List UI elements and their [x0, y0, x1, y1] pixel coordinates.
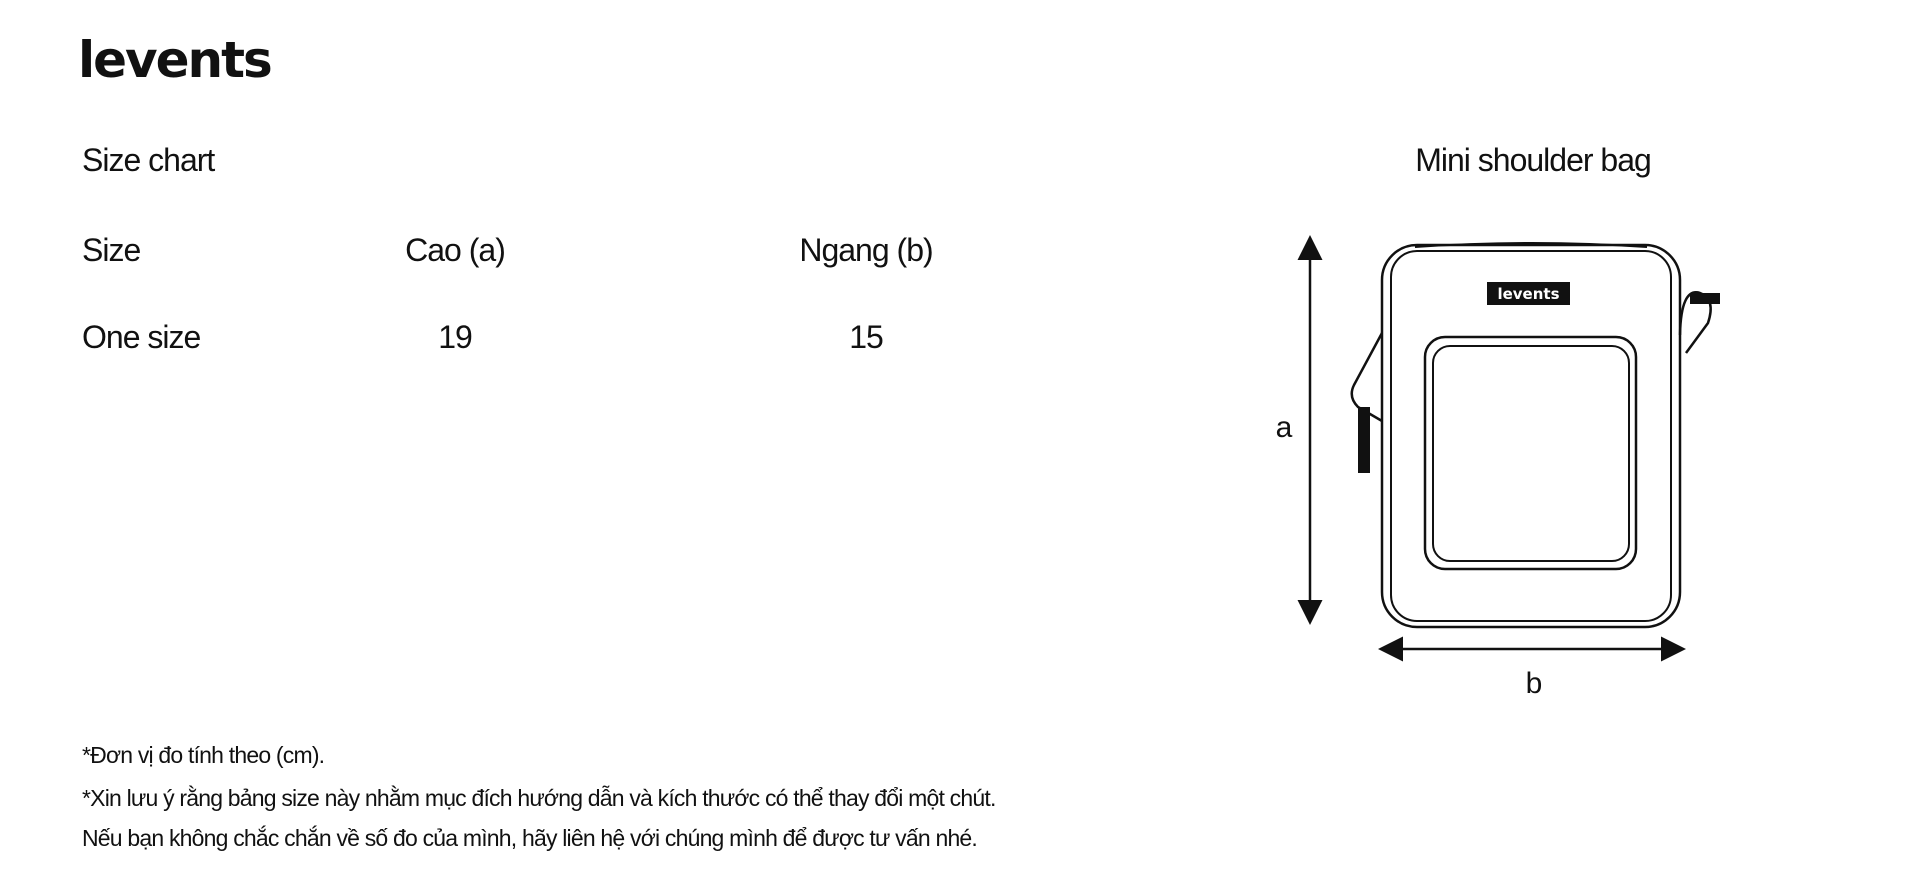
bag-label-text: levents [1497, 285, 1559, 303]
front-pocket-inner [1432, 345, 1630, 562]
height-dimension-label: a [1276, 411, 1293, 444]
size-table: Size Cao (a) Ngang (b) One size 19 15 [0, 230, 1000, 370]
size-chart-title: Size chart [82, 142, 215, 178]
note-unit: *Đơn vị đo tính theo (cm). [82, 742, 325, 768]
note-contact: Nếu bạn không chắc chắn về số đo của mìn… [82, 825, 978, 851]
right-strap-tab [1690, 293, 1720, 304]
bag-label [1487, 282, 1570, 305]
bag-outer-body [1380, 243, 1682, 629]
notes: *Đơn vị đo tính theo (cm). *Xin lưu ý rằ… [82, 735, 996, 859]
bag-inner-body [1390, 250, 1672, 622]
left-strap-tab [1358, 407, 1370, 473]
note-disclaimer: *Xin lưu ý rằng bảng size này nhằm mục đ… [82, 785, 996, 811]
header-width: Ngang (b) [799, 232, 933, 268]
front-pocket-outer [1423, 335, 1638, 571]
bag-diagram: a b levents [1276, 235, 1720, 700]
width-dimension-label: b [1526, 667, 1543, 700]
cell-width-value: 15 [849, 319, 884, 355]
left-strap [1350, 332, 1384, 423]
brand-logo: levents [78, 31, 273, 89]
cell-size-value: One size [82, 319, 201, 355]
cell-height-value: 19 [438, 319, 473, 355]
header-size: Size [82, 232, 141, 268]
product-title: Mini shoulder bag [1415, 142, 1652, 178]
header-height: Cao (a) [405, 232, 506, 268]
